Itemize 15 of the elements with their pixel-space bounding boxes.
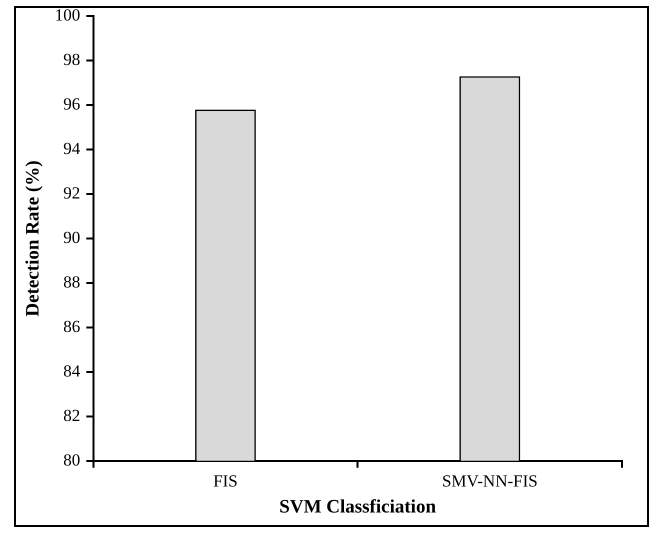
y-tick-label: 82	[63, 406, 80, 425]
y-tick-label: 98	[63, 50, 80, 70]
y-tick-label: 86	[63, 316, 80, 336]
y-tick-label: 100	[54, 6, 80, 25]
x-tick-label: FIS	[213, 471, 238, 490]
x-tick-label: SMV-NN-FIS	[442, 471, 538, 490]
y-tick-label: 80	[63, 450, 80, 470]
y-tick-label: 94	[63, 139, 81, 158]
y-tick-label: 88	[63, 272, 80, 292]
y-tick-label: 84	[63, 361, 81, 380]
y-tick-label: 90	[63, 228, 80, 247]
x-axis-title: SVM Classficiation	[279, 496, 436, 518]
y-tick-label: 92	[63, 184, 80, 203]
y-axis-title: Detection Rate (%)	[22, 160, 44, 317]
y-tick-label: 96	[63, 94, 80, 114]
